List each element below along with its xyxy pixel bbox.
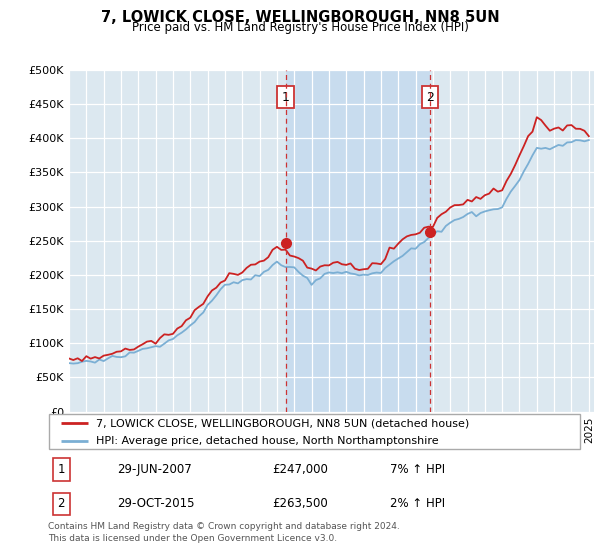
Text: £263,500: £263,500 — [272, 497, 328, 510]
Bar — [286, 70, 430, 412]
Text: 1: 1 — [58, 463, 65, 476]
Text: 1: 1 — [281, 91, 290, 104]
Text: 29-JUN-2007: 29-JUN-2007 — [118, 463, 192, 476]
Text: 2% ↑ HPI: 2% ↑ HPI — [390, 497, 445, 510]
Text: 29-OCT-2015: 29-OCT-2015 — [118, 497, 195, 510]
Text: Price paid vs. HM Land Registry's House Price Index (HPI): Price paid vs. HM Land Registry's House … — [131, 21, 469, 34]
Text: £247,000: £247,000 — [272, 463, 328, 476]
Text: 7, LOWICK CLOSE, WELLINGBOROUGH, NN8 5UN: 7, LOWICK CLOSE, WELLINGBOROUGH, NN8 5UN — [101, 10, 499, 25]
Text: 7% ↑ HPI: 7% ↑ HPI — [390, 463, 445, 476]
Text: Contains HM Land Registry data © Crown copyright and database right 2024.
This d: Contains HM Land Registry data © Crown c… — [48, 522, 400, 543]
Text: 7, LOWICK CLOSE, WELLINGBOROUGH, NN8 5UN (detached house): 7, LOWICK CLOSE, WELLINGBOROUGH, NN8 5UN… — [96, 418, 469, 428]
Text: 2: 2 — [426, 91, 434, 104]
Text: HPI: Average price, detached house, North Northamptonshire: HPI: Average price, detached house, Nort… — [96, 436, 439, 446]
FancyBboxPatch shape — [49, 414, 580, 449]
Text: 2: 2 — [58, 497, 65, 510]
